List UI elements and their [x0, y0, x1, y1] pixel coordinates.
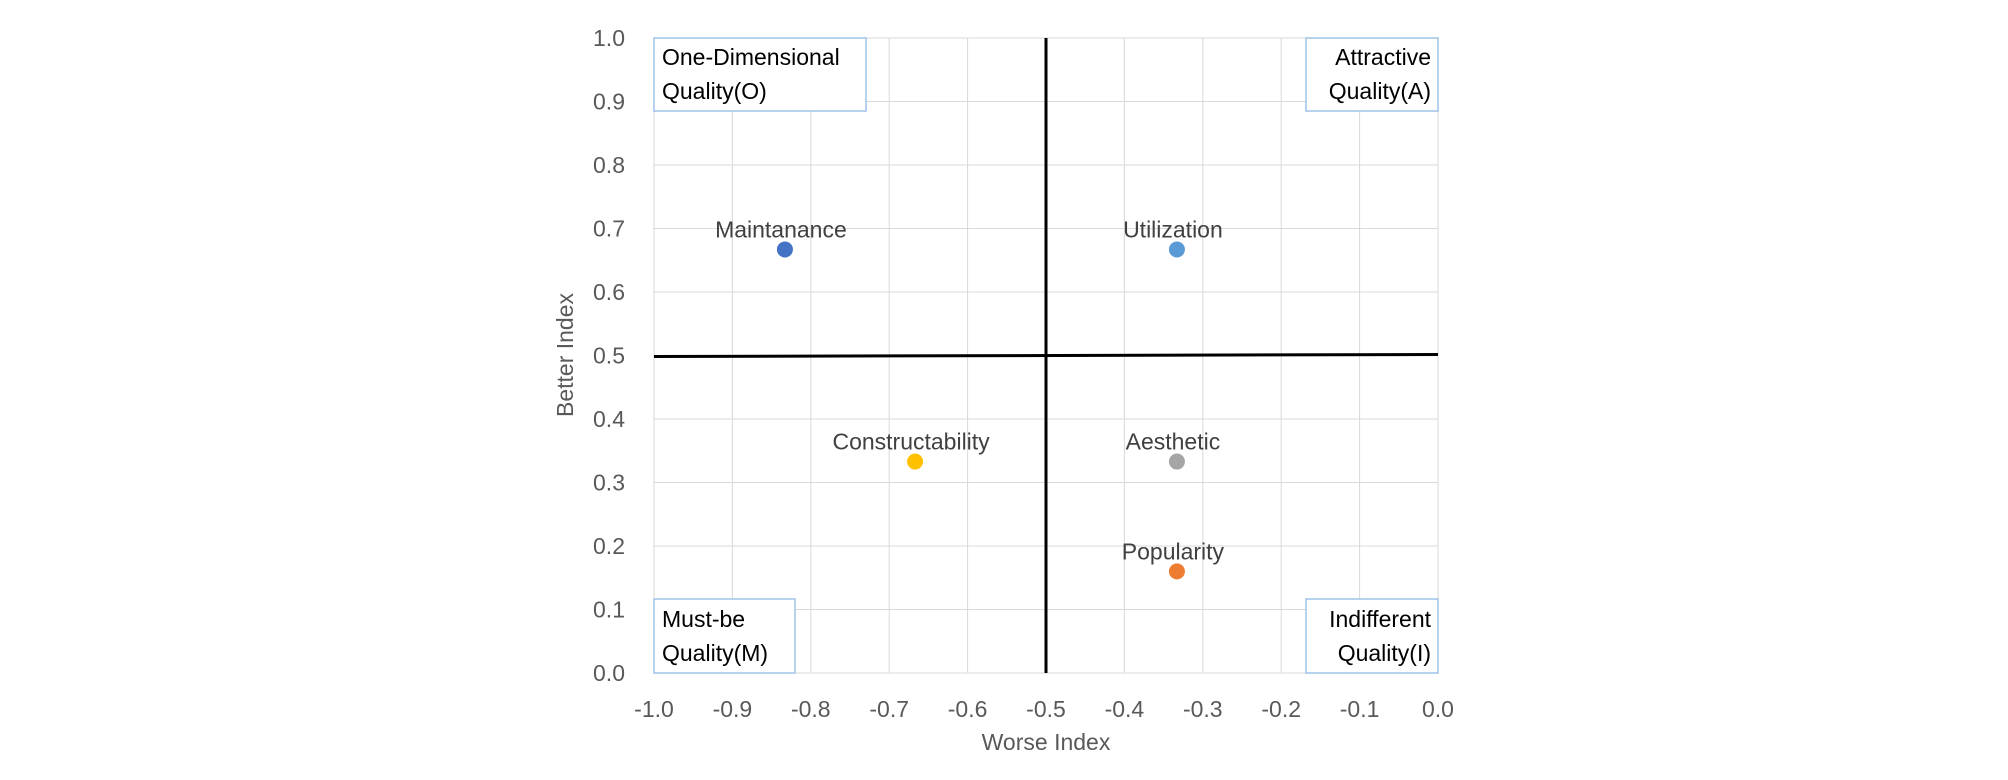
y-tick-label: 0.3: [593, 470, 625, 496]
quadrant-label-one-dimensional: One-Dimensional Quality(O): [653, 37, 867, 112]
quadrant-label-must-be: Must-be Quality(M): [653, 598, 796, 674]
data-point-utilization: [1168, 241, 1185, 258]
x-axis-ticks: -1.0 -0.9 -0.8 -0.7 -0.6 -0.5 -0.4 -0.3 -0.2 -0.1…: [634, 696, 1454, 722]
quadrant-box-top-left: [653, 37, 867, 112]
y-tick-label: 0.6: [593, 279, 625, 305]
data-point-popularity: [1168, 563, 1185, 580]
x-tick-label: -1.0: [634, 696, 674, 722]
quadrant-bottom-left-line1: Must-be: [662, 606, 745, 632]
y-tick-label: 0.8: [593, 152, 625, 178]
data-point-aesthetic: [1168, 453, 1185, 470]
x-axis-title: Worse Index: [982, 729, 1111, 755]
quadrant-top-right-line1: Attractive: [1335, 44, 1431, 70]
quadrant-bottom-left-line2: Quality(M): [662, 640, 768, 666]
x-tick-label: -0.6: [948, 696, 988, 722]
quadrant-top-left-line2: Quality(O): [662, 78, 767, 104]
data-label-aesthetic: Aesthetic: [1126, 429, 1221, 455]
horizontal-divider: [653, 353, 1439, 358]
quadrant-box-top-right: [1305, 37, 1439, 112]
quadrant-top-right-line2: Quality(A): [1329, 78, 1431, 104]
y-tick-label: 0.4: [593, 406, 625, 432]
y-tick-label: 0.0: [593, 660, 625, 686]
quadrant-box-bottom-right: [1305, 598, 1439, 674]
data-points: Maintanance Utilization Constructability Ae…: [715, 216, 1225, 580]
y-tick-label: 1.0: [593, 25, 625, 51]
y-tick-label: 0.9: [593, 89, 625, 115]
x-tick-label: -0.2: [1261, 696, 1301, 722]
y-axis-ticks: 0.0 0.1 0.2 0.3 0.4 0.5 0.6 0.7 0.8 0.9 1.0: [593, 25, 625, 686]
x-tick-label: -0.9: [713, 696, 753, 722]
quadrant-top-left-line1: One-Dimensional: [662, 44, 840, 70]
y-tick-label: 0.5: [593, 343, 625, 369]
x-tick-label: -0.3: [1183, 696, 1223, 722]
data-point-maintanance: [776, 241, 793, 258]
x-tick-label: -0.1: [1340, 696, 1380, 722]
y-axis-title: Better Index: [552, 292, 578, 417]
x-tick-label: 0.0: [1422, 696, 1454, 722]
data-label-popularity: Popularity: [1122, 538, 1225, 564]
quadrant-bottom-right-line1: Indifferent: [1329, 606, 1431, 632]
quadrant-box-bottom-left: [653, 598, 796, 674]
data-label-utilization: Utilization: [1123, 216, 1223, 242]
quadrant-label-attractive: Attractive Quality(A): [1305, 37, 1439, 112]
x-tick-label: -0.5: [1026, 696, 1066, 722]
quadrant-label-indifferent: Indifferent Quality(I): [1305, 598, 1439, 674]
data-point-constructability: [907, 453, 924, 470]
quadrant-dividers: [653, 38, 1439, 673]
data-label-constructability: Constructability: [832, 429, 990, 455]
x-tick-label: -0.4: [1105, 696, 1145, 722]
y-tick-label: 0.2: [593, 533, 625, 559]
y-tick-label: 0.1: [593, 597, 625, 623]
data-label-maintanance: Maintanance: [715, 216, 847, 242]
x-tick-label: -0.7: [869, 696, 909, 722]
x-tick-label: -0.8: [791, 696, 831, 722]
y-tick-label: 0.7: [593, 216, 625, 242]
quadrant-bottom-right-line2: Quality(I): [1338, 640, 1431, 666]
